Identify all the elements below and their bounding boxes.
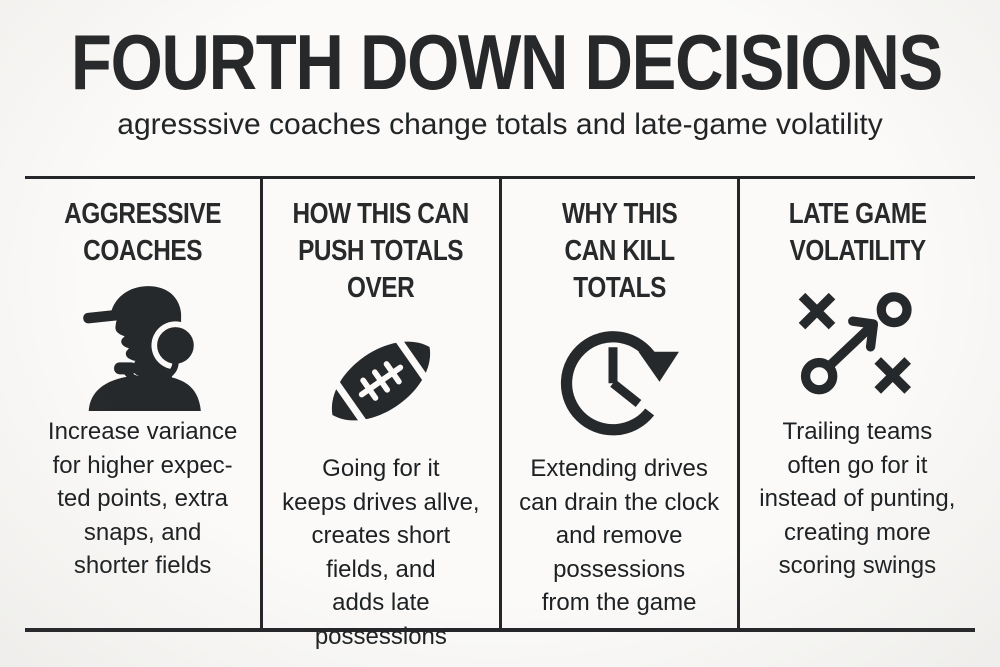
page-subtitle: agresssive coaches change totals and lat… [117,108,883,141]
column-push-totals-over: HOW THIS CAN PUSH TOTALS OVER [260,179,498,650]
play-o-top-right [877,292,913,328]
page-title-text: FOURTH DOWN DECISIONS [70,18,943,106]
play-diagram-icon [740,274,975,414]
coach-mic [113,362,137,375]
column-body-text: Going for it keeps drives allve, creates… [282,455,480,650]
clock-arrowhead [638,351,680,382]
clock-hand-hour [610,379,642,408]
clock-circular-arrow [561,331,658,436]
coach-headset-icon [25,274,260,414]
play-arrow-line [824,323,875,371]
football-stripe-right [392,333,432,386]
play-arrow-head [848,316,879,352]
column-body-text: Trailing teams often go for it instead o… [759,418,956,579]
football-stripe-left [330,376,370,429]
column-header: WHY THIS CAN KILL TOTALS [561,198,677,304]
play-o-bottom-left [801,357,838,395]
column-body-text: Extending drives can drain the clock and… [519,455,720,616]
column-kill-totals: WHY THIS CAN KILL TOTALS Extending drive… [498,179,737,628]
coach-cap-crown [109,286,181,325]
column-header: HOW THIS CAN PUSH TOTALS OVER [292,198,470,304]
football-icon [263,311,498,451]
play-x-top-left [799,292,836,330]
coach-shoulders [88,375,201,411]
column-header: AGGRESSIVE COACHES [64,198,222,267]
coach-ear-cup [156,327,194,364]
clock-drain-icon [502,311,737,451]
column-aggressive-coaches: AGGRESSIVE COACHES Incr [25,179,260,628]
column-late-game-volatility: LATE GAME VOLATILITY [736,179,975,628]
four-column-board: AGGRESSIVE COACHES Incr [25,176,975,650]
column-body-text: Increase variance for higher expec- ted … [47,418,238,579]
page-title: FOURTH DOWN DECISIONS [0,22,1000,102]
column-header: LATE GAME VOLATILITY [788,198,927,267]
play-x-bottom-right [874,357,912,394]
